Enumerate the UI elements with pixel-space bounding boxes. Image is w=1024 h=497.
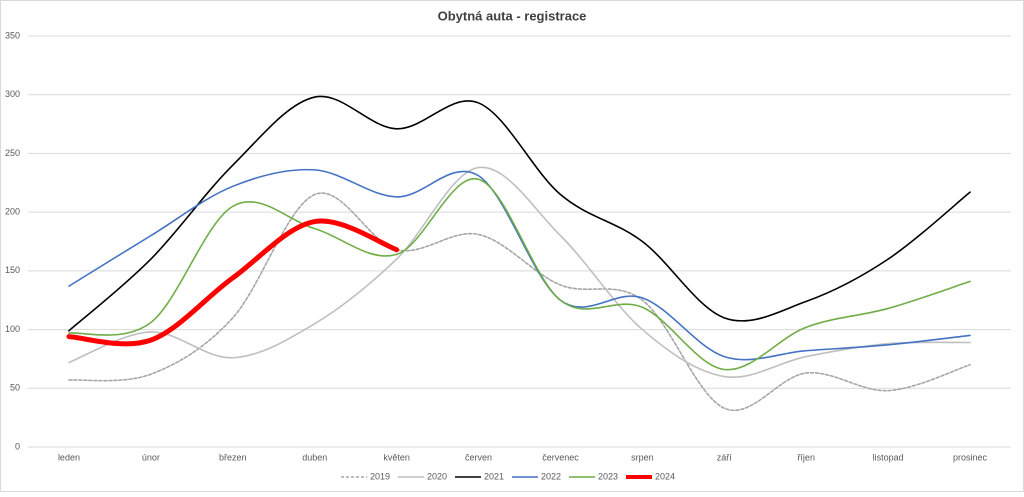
y-tick-label: 100 <box>5 324 20 334</box>
x-tick-label: duben <box>302 452 327 462</box>
y-tick-label: 50 <box>10 383 20 393</box>
legend-label: 2024 <box>655 471 675 481</box>
x-tick-label: červen <box>465 452 492 462</box>
legend-label: 2022 <box>541 471 561 481</box>
x-tick-label: prosinec <box>953 452 988 462</box>
y-tick-label: 250 <box>5 148 20 158</box>
y-tick-label: 150 <box>5 265 20 275</box>
x-tick-label: únor <box>142 452 160 462</box>
y-tick-label: 350 <box>5 30 20 40</box>
legend-label: 2020 <box>427 471 447 481</box>
x-tick-label: říjen <box>797 452 815 462</box>
x-tick-label: září <box>717 452 733 462</box>
series-line <box>66 218 400 347</box>
series-line <box>68 168 971 361</box>
y-tick-label: 0 <box>15 441 20 451</box>
y-tick-label: 200 <box>5 207 20 217</box>
legend-label: 2019 <box>370 471 390 481</box>
x-tick-label: červenec <box>542 452 579 462</box>
y-tick-label: 300 <box>5 89 20 99</box>
series-line <box>68 178 971 371</box>
x-tick-label: srpen <box>631 452 654 462</box>
x-tick-label: leden <box>58 452 80 462</box>
x-tick-label: listopad <box>873 452 904 462</box>
legend-label: 2023 <box>598 471 618 481</box>
series-line <box>68 95 971 332</box>
x-tick-label: březen <box>219 452 247 462</box>
legend-label: 2021 <box>484 471 504 481</box>
x-tick-label: květen <box>383 452 410 462</box>
series-line <box>68 166 971 379</box>
series-line <box>68 192 971 412</box>
chart-title: Obytná auta - registrace <box>438 8 587 23</box>
